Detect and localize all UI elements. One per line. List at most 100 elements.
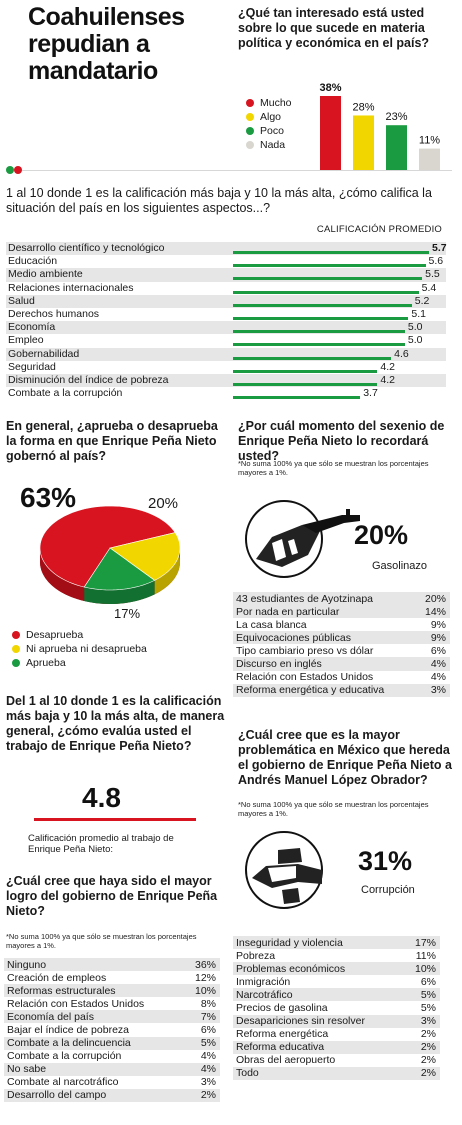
- pie-slice-ni-aprueba-ni-desaprueba: [109, 532, 181, 581]
- achievement-question: ¿Cuál cree que haya sido el mayor logro …: [6, 874, 218, 918]
- legend-item-algo: Algo: [246, 110, 292, 124]
- legend-label: Algo: [260, 111, 282, 123]
- row-value: 9%: [430, 631, 446, 644]
- aspects-column-header: CALIFICACIÓN PROMEDIO: [316, 224, 442, 235]
- aspect-row: Relaciones internacionales 5.4: [6, 282, 446, 295]
- row-value: 2%: [420, 1028, 436, 1041]
- table-row: Equivocaciones públicas 9%: [233, 631, 450, 645]
- aspect-bar: [233, 290, 419, 294]
- aspect-row: Disminución del índice de pobreza 4.2: [6, 374, 446, 388]
- table-row: Precios de gasolina 5%: [233, 1001, 440, 1014]
- row-value: 6%: [420, 975, 436, 988]
- aspect-label: Gobernabilidad: [8, 347, 80, 360]
- row-label: Combate a la delincuencia: [7, 1037, 131, 1050]
- row-label: Ninguno: [7, 958, 47, 971]
- row-label: Reforma energética y educativa: [236, 684, 385, 697]
- aspect-value: 4.2: [380, 360, 396, 373]
- row-value: 5%: [420, 1002, 436, 1015]
- remember-table: 43 estudiantes de Ayotzinapa 20% Por nada…: [233, 592, 450, 697]
- table-row: Por nada en particular 14%: [233, 605, 450, 619]
- row-value: 3%: [430, 684, 446, 697]
- aspect-label: Economía: [8, 321, 56, 334]
- table-row: Reforma energética 2%: [233, 1028, 440, 1041]
- gas-pump-icon: [245, 500, 360, 578]
- row-value: 9%: [430, 618, 446, 631]
- aspect-bar: [233, 277, 423, 281]
- table-row: Ninguno 36%: [4, 958, 220, 972]
- decor-dot-green: [6, 166, 14, 174]
- row-label: La casa blanca: [236, 618, 307, 631]
- row-value: 6%: [430, 644, 446, 657]
- legend-label: Ni aprueba ni desaprueba: [26, 643, 147, 655]
- decor-dot-red: [14, 166, 22, 174]
- aspect-row: Desarrollo científico y tecnológico 5.7: [6, 242, 447, 256]
- row-value: 8%: [200, 997, 216, 1010]
- aspect-bar: [233, 264, 426, 268]
- table-row: 43 estudiantes de Ayotzinapa 20%: [233, 592, 450, 606]
- aspect-row: Medio ambiente 5.5: [6, 268, 446, 282]
- row-value: 5%: [200, 1037, 216, 1050]
- row-label: Por nada en particular: [236, 605, 340, 618]
- table-row: Desarrollo del campo 2%: [4, 1088, 220, 1103]
- row-value: 2%: [420, 1041, 436, 1054]
- interest-legend: Mucho Algo Poco Nada: [246, 96, 292, 152]
- approval-pie-chart: [39, 505, 181, 604]
- aspect-value: 4.6: [394, 347, 409, 360]
- row-label: Tipo cambiario preso vs dólar: [236, 644, 374, 657]
- problem-note: *No suma 100% ya que sólo se muestran lo…: [238, 800, 429, 818]
- divider: [22, 170, 452, 171]
- grade-value: 4.8: [82, 782, 121, 813]
- row-value: 4%: [430, 671, 446, 684]
- table-row: Inseguridad y violencia 17%: [233, 936, 440, 950]
- problem-table: Inseguridad y violencia 17% Pobreza 11% Pr…: [233, 936, 440, 1081]
- aspect-value: 5.7: [432, 242, 447, 254]
- row-label: Reforma educativa: [236, 1041, 325, 1054]
- problem-highlight-label: Corrupción: [361, 884, 415, 896]
- interest-bar-chart: 38% 28% 23% 11%: [319, 82, 440, 170]
- pie-slice-desaprueba: [39, 505, 176, 588]
- legend-dot: [246, 141, 254, 149]
- achievement-table: Ninguno 36% Creación de empleos 12% Reform…: [4, 958, 220, 1103]
- bar-nada: [419, 148, 440, 170]
- pie-label-ni: 20%: [148, 495, 179, 512]
- bar-value-label: 23%: [385, 111, 407, 123]
- row-label: Obras del aeropuerto: [236, 1054, 336, 1067]
- table-row: Reformas estructurales 10%: [4, 984, 220, 998]
- aspect-row: Educación 5.6: [6, 255, 446, 268]
- row-label: Precios de gasolina: [236, 1002, 328, 1015]
- legend-label: Mucho: [260, 97, 292, 109]
- legend-label: Poco: [260, 125, 284, 137]
- aspect-value: 5.2: [414, 294, 430, 307]
- aspect-row: Combate a la corrupción 3.7: [6, 387, 446, 400]
- aspect-bar: [233, 396, 361, 400]
- pie-label-aprueba: 17%: [114, 606, 141, 621]
- aspect-value: 5.5: [425, 268, 440, 281]
- aspect-bar: [233, 317, 409, 320]
- table-row: Combate a la corrupción 4%: [4, 1050, 220, 1063]
- aspect-label: Combate a la corrupción: [8, 387, 123, 400]
- aspect-bar: [233, 356, 392, 360]
- aspect-bar: [233, 383, 378, 386]
- table-row: Todo 2%: [233, 1066, 440, 1081]
- row-label: Todo: [236, 1067, 259, 1080]
- aspect-bar: [233, 251, 429, 254]
- aspect-value: 5.4: [421, 281, 437, 294]
- aspect-value: 3.7: [363, 387, 378, 400]
- table-row: Bajar el índice de pobreza 6%: [4, 1023, 220, 1036]
- aspect-value: 5.0: [407, 321, 423, 334]
- row-value: 14%: [424, 605, 446, 618]
- row-value: 4%: [430, 658, 446, 671]
- legend-label: Aprueba: [26, 657, 66, 669]
- bar-poco: [386, 125, 407, 170]
- row-label: Equivocaciones públicas: [236, 631, 351, 644]
- table-row: Combate a la delincuencia 5%: [4, 1036, 220, 1050]
- row-label: No sabe: [7, 1063, 47, 1076]
- row-label: Combate al narcotráfico: [7, 1076, 119, 1089]
- interest-question: ¿Qué tan interesado está usted sobre lo …: [238, 6, 430, 50]
- table-row: Inmigración 6%: [233, 975, 440, 988]
- row-value: 7%: [200, 1010, 216, 1023]
- table-row: Relación con Estados Unidos 8%: [4, 997, 220, 1010]
- table-row: Obras del aeropuerto 2%: [233, 1054, 440, 1067]
- legend-dot: [246, 99, 254, 107]
- table-row: Reforma energética y educativa 3%: [233, 683, 450, 697]
